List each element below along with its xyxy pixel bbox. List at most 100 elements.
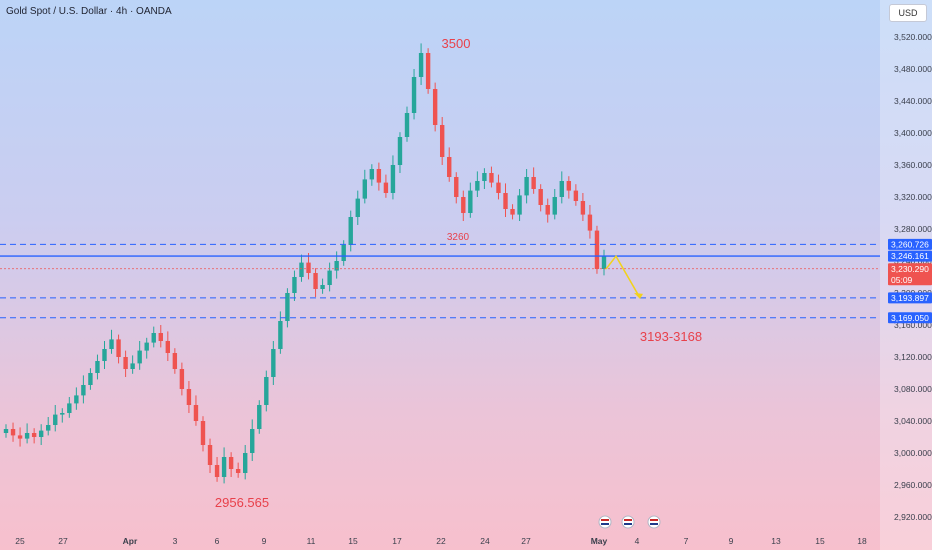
candle-body: [235, 469, 241, 473]
candle-body: [60, 413, 65, 415]
chart-annotation: 3193-3168: [640, 329, 702, 344]
candle-body: [102, 349, 107, 361]
candle-body: [334, 261, 339, 271]
x-tick-label: 7: [684, 536, 689, 546]
y-tick-label: 3,400.000: [894, 128, 932, 138]
x-tick-label: 4: [635, 536, 640, 546]
candle-body: [432, 89, 438, 125]
candle-body: [383, 182, 389, 193]
x-tick-label: 17: [392, 536, 402, 546]
y-tick-label: 3,320.000: [894, 192, 932, 202]
x-tick-label: 27: [521, 536, 531, 546]
price-level-label: 3,246.161: [891, 251, 929, 261]
x-tick-label: 11: [307, 536, 316, 546]
candle-body: [158, 333, 163, 341]
x-tick-label: 15: [815, 536, 825, 546]
y-tick-label: 3,280.000: [894, 224, 932, 234]
candle-body: [390, 165, 396, 193]
y-tick-label: 2,920.000: [894, 512, 932, 522]
chart-annotation: 2956.565: [215, 495, 269, 510]
candle-body: [221, 457, 227, 477]
chart-annotation: 3500: [442, 36, 471, 51]
candle-body: [67, 403, 72, 413]
candle-body: [510, 209, 515, 215]
y-tick-label: 3,080.000: [894, 384, 932, 394]
candle-body: [362, 179, 367, 199]
y-tick-label: 3,000.000: [894, 448, 932, 458]
candle-body: [130, 363, 135, 369]
candle-body: [447, 157, 452, 177]
candle-body: [397, 137, 403, 165]
candle-body: [24, 433, 30, 439]
candle-body: [172, 353, 178, 369]
y-tick-label: 2,960.000: [894, 480, 932, 490]
forecast-path: [605, 254, 641, 299]
candle-body: [327, 270, 332, 285]
candle-body: [151, 333, 156, 343]
candle-body: [95, 361, 100, 373]
candle-body: [587, 214, 593, 231]
candle-body: [116, 339, 121, 357]
candle-body: [601, 256, 607, 269]
candle-body: [355, 198, 360, 217]
y-tick-label: 3,040.000: [894, 416, 932, 426]
y-tick-label: 3,440.000: [894, 96, 932, 106]
candle-body: [17, 435, 23, 439]
candle-body: [123, 357, 128, 369]
bar-countdown: 05:09: [891, 275, 913, 285]
candle-body: [264, 377, 269, 405]
candle-body: [200, 421, 206, 445]
x-tick-label: 9: [729, 536, 734, 546]
candle-body: [454, 177, 459, 197]
candle-body: [552, 197, 557, 215]
candle-body: [10, 429, 16, 436]
candle-body: [559, 181, 564, 197]
candle-body: [496, 182, 501, 193]
candle-body: [468, 190, 473, 213]
event-flag-stripe: [601, 523, 609, 525]
candle-body: [109, 339, 114, 349]
candle-body: [179, 369, 185, 389]
price-level-tag: [888, 263, 932, 286]
candle-body: [580, 201, 586, 215]
event-flag-stripe: [624, 519, 632, 521]
candle-body: [53, 414, 58, 425]
candle-body: [243, 453, 248, 473]
price-level-label: 3,169.050: [891, 313, 929, 323]
candle-body: [341, 245, 346, 261]
candle-body: [38, 430, 44, 437]
event-flag-stripe: [624, 523, 632, 525]
candle-body: [439, 125, 445, 157]
candle-body: [489, 173, 494, 183]
x-tick-label: 27: [58, 536, 68, 546]
candle-body: [186, 389, 192, 405]
candle-body: [137, 350, 142, 364]
candle-body: [545, 205, 550, 215]
candle-body: [461, 197, 466, 213]
candle-body: [348, 217, 353, 245]
event-flag-stripe: [650, 523, 658, 525]
candle-body: [74, 395, 79, 404]
x-tick-label: 22: [436, 536, 446, 546]
candle-body: [207, 445, 213, 465]
price-level-label: 3,260.726: [891, 239, 929, 249]
y-tick-label: 3,120.000: [894, 352, 932, 362]
x-tick-label: 15: [348, 536, 358, 546]
candle-body: [46, 425, 51, 431]
x-tick-label: 25: [15, 536, 25, 546]
x-tick-label: Apr: [123, 536, 138, 546]
event-flag-stripe: [650, 519, 658, 521]
y-tick-label: 3,160.000: [894, 320, 932, 330]
currency-button[interactable]: USD: [889, 4, 927, 22]
y-tick-label: 3,520.000: [894, 32, 932, 42]
price-level-tag: [888, 250, 932, 262]
candle-body: [573, 190, 579, 201]
candle-body: [369, 169, 375, 180]
x-tick-label: 9: [262, 536, 267, 546]
symbol-title: Gold Spot / U.S. Dollar · 4h · OANDA: [6, 6, 172, 17]
candle-body: [88, 373, 93, 385]
y-tick-label: 3,360.000: [894, 160, 932, 170]
x-tick-label: 24: [480, 536, 490, 546]
